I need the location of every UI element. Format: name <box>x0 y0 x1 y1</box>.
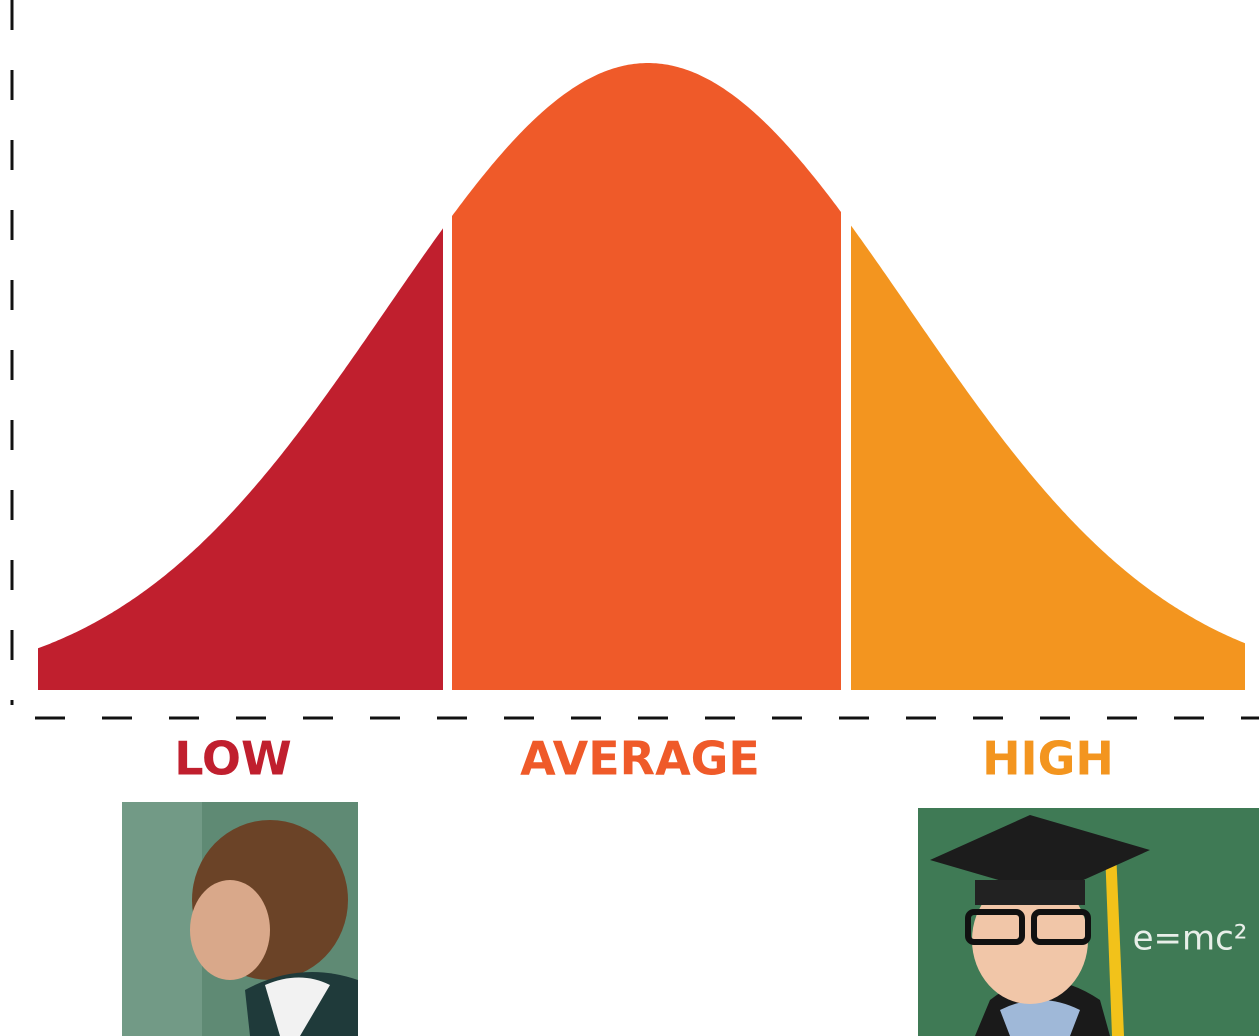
curve-region <box>452 63 841 690</box>
chalkboard <box>122 802 202 1036</box>
bell-curve-diagram: LOW AVERAGE HIGH e=mc² <box>0 0 1259 1036</box>
photo-high: e=mc² <box>918 808 1259 1036</box>
page: {"regions": [ {"label": "LOW", "color": … <box>0 0 1259 1036</box>
region-label: LOW <box>174 732 292 786</box>
curve-region <box>38 228 443 690</box>
chalk-text: e=mc² <box>1133 919 1248 959</box>
curve-region <box>851 226 1245 690</box>
cap <box>975 880 1085 905</box>
curve-regions <box>38 63 1245 690</box>
face <box>190 880 270 980</box>
photo-low <box>122 802 358 1036</box>
region-label: AVERAGE <box>520 732 760 786</box>
shirt <box>1000 1000 1080 1036</box>
region-label: HIGH <box>982 732 1114 786</box>
